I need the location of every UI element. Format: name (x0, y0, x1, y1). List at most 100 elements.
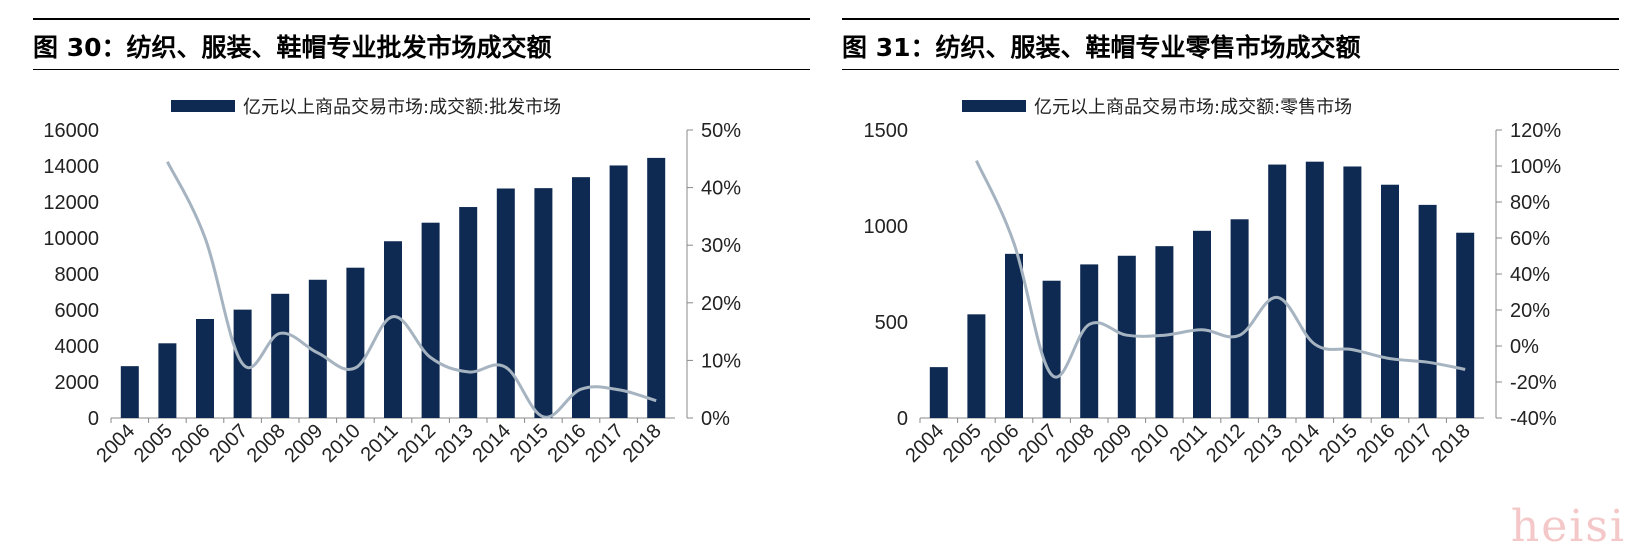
bar (534, 188, 553, 418)
left-tick-label: 6000 (55, 300, 100, 322)
right-tick-label: -40% (1510, 408, 1557, 430)
right-tick-label: 100% (1510, 156, 1561, 178)
x-tick-label: 2012 (393, 420, 440, 467)
right-tick-label: 40% (701, 178, 741, 200)
x-tick-label: 2014 (468, 420, 515, 467)
legend-label: 亿元以上商品交易市场:成交额:零售市场 (1034, 97, 1352, 118)
x-tick-label: 2018 (1428, 420, 1475, 467)
right-tick-label: 30% (701, 235, 741, 257)
left-tick-label: 0 (897, 408, 908, 430)
bar (1193, 230, 1211, 418)
right-tick-label: 40% (1510, 264, 1550, 286)
x-tick-label: 2010 (1127, 420, 1174, 467)
x-tick-label: 2009 (280, 420, 327, 467)
watermark: heisi (1510, 501, 1626, 552)
right-tick-label: 0% (701, 408, 730, 430)
x-tick-label: 2007 (1014, 420, 1061, 467)
bar (1155, 246, 1174, 418)
bar (346, 267, 365, 418)
right-tick-label: 0% (1510, 336, 1539, 358)
bar (572, 177, 590, 418)
x-tick-label: 2011 (357, 420, 403, 466)
bar (1117, 255, 1136, 418)
x-tick-label: 2011 (1166, 420, 1212, 466)
right-tick-label: 60% (1510, 228, 1550, 250)
x-tick-label: 2016 (544, 420, 591, 467)
x-tick-label: 2005 (130, 420, 177, 467)
bar (1080, 264, 1099, 418)
left-tick-label: 2000 (55, 372, 100, 394)
x-tick-label: 2018 (619, 420, 666, 467)
bar (158, 343, 177, 418)
wholesale-chart: 0 2000 4000 6000 8000 10000 12000 14000 16000 0% 1… (43, 97, 741, 467)
x-tick-label: 2005 (939, 420, 986, 467)
right-tick-label: 20% (1510, 300, 1550, 322)
left-tick-label: 16000 (43, 120, 99, 142)
x-tick-label: 2008 (243, 420, 290, 467)
figure-title: 图 30：纺织、服装、鞋帽专业批发市场成交额 (33, 33, 552, 62)
left-tick-label: 1500 (864, 120, 909, 142)
bar (1230, 219, 1249, 418)
x-tick-label: 2004 (901, 420, 948, 467)
x-tick-label: 2006 (977, 420, 1024, 467)
x-tick-label: 2006 (168, 420, 215, 467)
right-tick-label: 10% (701, 350, 741, 372)
x-tick-label: 2009 (1089, 420, 1136, 467)
left-tick-label: 10000 (43, 228, 99, 250)
figure-title-bar: 图 31：纺织、服装、鞋帽专业零售市场成交额 (842, 18, 1619, 70)
x-tick-label: 2007 (205, 420, 252, 467)
bar (1343, 166, 1362, 418)
left-tick-label: 500 (875, 312, 908, 334)
bar (271, 293, 290, 418)
bar (1418, 204, 1437, 418)
left-tick-label: 4000 (55, 336, 100, 358)
bar (1042, 280, 1061, 418)
x-tick-label: 2004 (92, 420, 139, 467)
bar (1456, 232, 1475, 418)
x-tick-label: 2014 (1277, 420, 1324, 467)
bar (647, 157, 666, 418)
x-tick-label: 2015 (1315, 420, 1362, 467)
left-tick-label: 12000 (43, 192, 99, 214)
right-tick-label: -20% (1510, 372, 1557, 394)
x-tick-label: 2013 (431, 420, 478, 467)
x-tick-label: 2017 (1390, 420, 1437, 467)
bar (1268, 164, 1287, 418)
x-tick-label: 2010 (318, 420, 365, 467)
left-tick-label: 1000 (864, 216, 909, 238)
bar (496, 188, 515, 418)
left-tick-label: 8000 (55, 264, 100, 286)
growth-line (166, 161, 657, 419)
bar (967, 314, 986, 418)
x-tick-label: 2015 (506, 420, 553, 467)
x-tick-label: 2012 (1202, 420, 1249, 467)
figure-title: 图 31：纺织、服装、鞋帽专业零售市场成交额 (842, 33, 1361, 62)
right-tick-label: 50% (701, 120, 741, 142)
retail-chart: 0 500 1000 1500 -40% -20% 0% 20% 40% 60% 80% 100% 12… (864, 97, 1562, 467)
bar (1005, 253, 1023, 418)
bar (929, 367, 948, 418)
bar (459, 207, 478, 418)
left-tick-label: 14000 (43, 156, 99, 178)
right-tick-label: 80% (1510, 192, 1550, 214)
bar (1305, 161, 1324, 418)
bar (1381, 184, 1399, 418)
bar (120, 366, 139, 418)
bar (421, 222, 440, 418)
x-tick-label: 2013 (1240, 420, 1287, 467)
x-tick-label: 2008 (1052, 420, 1099, 467)
x-tick-label: 2016 (1353, 420, 1400, 467)
legend-swatch (962, 100, 1026, 112)
legend-swatch (171, 100, 235, 112)
right-tick-label: 20% (701, 293, 741, 315)
growth-line (975, 159, 1466, 379)
bar (609, 165, 628, 418)
bar (384, 241, 402, 418)
figure-title-bar: 图 30：纺织、服装、鞋帽专业批发市场成交额 (33, 18, 810, 70)
x-tick-label: 2017 (581, 420, 628, 467)
right-tick-label: 120% (1510, 120, 1561, 142)
legend-label: 亿元以上商品交易市场:成交额:批发市场 (243, 97, 561, 118)
bar (308, 279, 327, 418)
left-tick-label: 0 (88, 408, 99, 430)
bar (196, 319, 214, 418)
